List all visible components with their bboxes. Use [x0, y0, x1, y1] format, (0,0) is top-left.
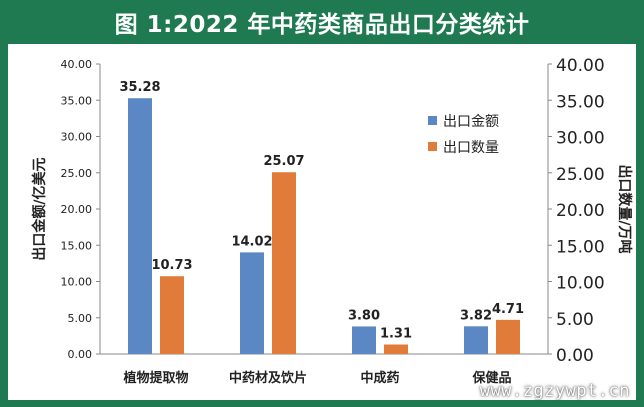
y-axis-right-title: 出口数量/万吨 [616, 164, 633, 253]
x-tick-label: 中药材及饮片 [229, 370, 307, 386]
y-tick-right-label: 10.00 [556, 274, 605, 294]
data-label: 14.02 [231, 234, 272, 249]
bar-quantity [384, 344, 408, 354]
data-label: 3.80 [348, 308, 380, 323]
y-tick-left-label: 15.00 [61, 239, 93, 252]
y-tick-right-label: 20.00 [556, 201, 605, 221]
bar-quantity [496, 319, 520, 354]
data-label: 10.73 [151, 258, 192, 273]
y-tick-left-label: 25.00 [61, 167, 93, 180]
chart-title: 图 1:2022 年中药类商品出口分类统计 [114, 12, 530, 38]
y-tick-right-label: 30.00 [556, 129, 605, 149]
legend-swatch [428, 142, 437, 151]
y-tick-left-label: 0.00 [68, 348, 93, 361]
x-tick-label: 中成药 [360, 370, 399, 386]
y-tick-left-label: 20.00 [61, 203, 93, 216]
bar-amount [240, 252, 264, 354]
y-tick-left-label: 30.00 [61, 131, 93, 144]
y-tick-left-label: 5.00 [68, 312, 93, 325]
bar-quantity [272, 172, 296, 354]
y-tick-right-label: 15.00 [556, 237, 605, 257]
legend-label: 出口数量 [443, 140, 499, 156]
data-label: 3.82 [460, 308, 492, 323]
y-tick-left-label: 35.00 [61, 94, 93, 107]
x-tick-label: 植物提取物 [122, 370, 188, 386]
bar-amount [464, 326, 488, 354]
y-tick-right-label: 5.00 [556, 310, 594, 330]
bar-quantity [160, 276, 184, 354]
y-tick-right-label: 35.00 [556, 92, 605, 112]
y-tick-left-label: 10.00 [61, 276, 93, 289]
watermark: www.zgzywpt.cn [479, 381, 630, 401]
y-tick-left-label: 40.00 [61, 58, 93, 71]
chart-panel: 0.00 5.00 10.00 15.00 20.00 25.00 30.00 35.00 40… [8, 44, 636, 400]
data-label: 4.71 [492, 302, 524, 317]
chart-svg: 0.00 5.00 10.00 15.00 20.00 25.00 30.00 35.00 40… [31, 56, 633, 386]
data-label: 35.28 [119, 80, 160, 95]
x-tick-label: 保健品 [471, 370, 511, 386]
y-tick-right-label: 25.00 [556, 165, 605, 185]
data-label: 25.07 [263, 154, 304, 169]
bar-amount [128, 98, 152, 354]
y-tick-right-label: 40.00 [556, 56, 605, 76]
y-axis-left-title: 出口金额/亿美元 [31, 157, 48, 260]
y-tick-right-label: 0.00 [556, 346, 594, 366]
bar-amount [352, 326, 376, 354]
data-label: 1.31 [380, 327, 412, 342]
legend-label: 出口金额 [443, 114, 499, 130]
legend-swatch [428, 116, 437, 125]
